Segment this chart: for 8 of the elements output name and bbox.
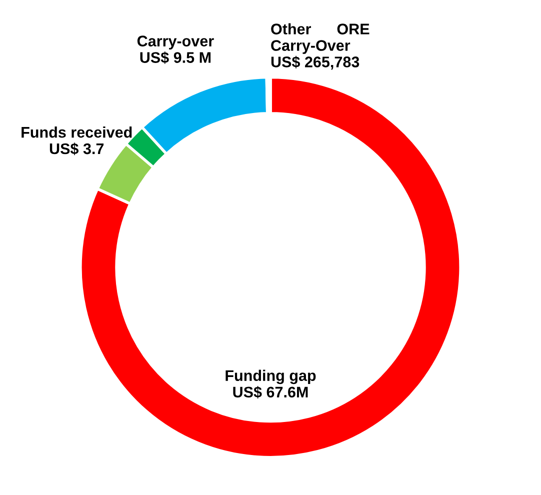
data-label: US$ 9.5 M [140, 51, 211, 64]
slice-label: Funding gap [226, 370, 316, 384]
data-label: US$ 3.7 [50, 142, 104, 156]
data-label: US$ 265,783 [271, 56, 360, 70]
slice-label: Other ORE Carry-Over [271, 23, 370, 54]
slice-label: Funds received [22, 126, 132, 138]
data-label: US$ 67.6M [233, 386, 308, 398]
slice-label: Carry-over [137, 36, 214, 50]
